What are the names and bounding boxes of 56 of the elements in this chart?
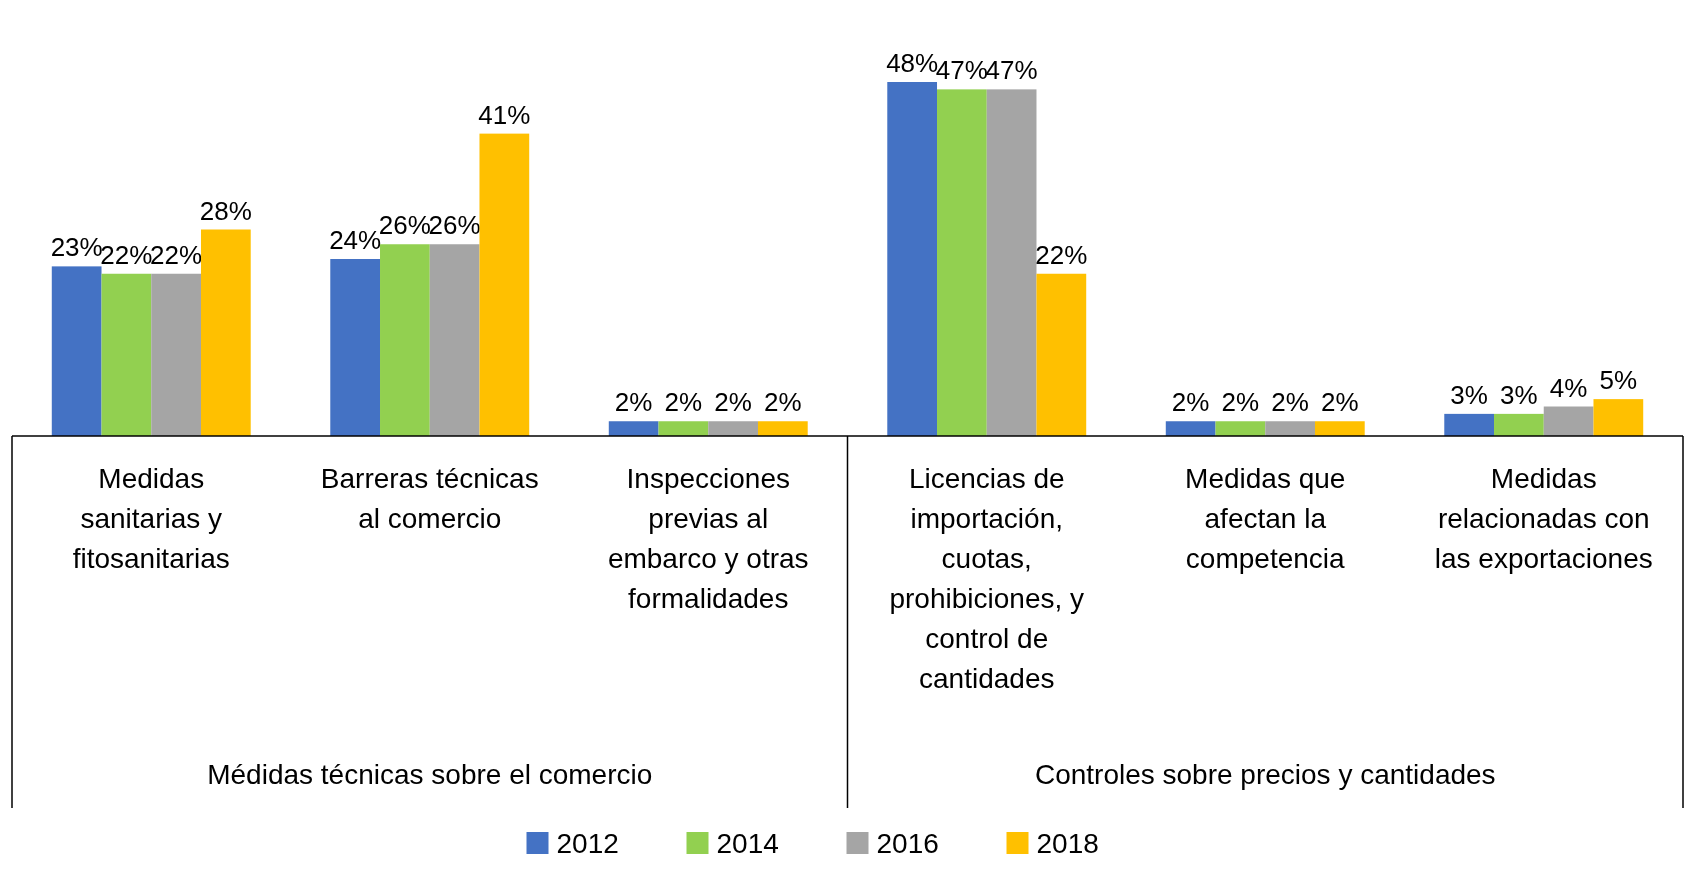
data-label: 22% bbox=[100, 239, 153, 270]
data-label: 2% bbox=[714, 387, 752, 418]
data-label: 28% bbox=[199, 195, 252, 226]
data-label: 41% bbox=[478, 99, 531, 130]
bar bbox=[937, 89, 987, 436]
bar bbox=[151, 273, 201, 436]
data-label: 3% bbox=[1500, 379, 1538, 410]
data-label: 2% bbox=[1271, 387, 1309, 418]
data-label: 22% bbox=[150, 239, 203, 270]
bar bbox=[986, 89, 1037, 436]
bar bbox=[1314, 421, 1365, 436]
data-label: 5% bbox=[1599, 365, 1638, 396]
bar bbox=[1036, 273, 1087, 436]
bar bbox=[1494, 413, 1544, 436]
data-label: 4% bbox=[1549, 372, 1588, 403]
legend-label: 2012 bbox=[556, 828, 619, 859]
bar bbox=[1265, 421, 1315, 436]
x-tick-label: Medidas que afectan la competencia bbox=[1185, 463, 1346, 574]
text: Médidas técnicas sobre el comercio bbox=[207, 759, 653, 790]
text: Controles sobre precios y cantidades bbox=[1034, 759, 1496, 790]
x-tick-label: Medidas sanitarias y fitosanitarias bbox=[72, 463, 230, 574]
legend-label: 2016 bbox=[876, 828, 939, 859]
bar bbox=[200, 229, 251, 436]
bar bbox=[658, 421, 709, 436]
bar bbox=[330, 259, 381, 436]
bar bbox=[429, 244, 480, 436]
data-label: 2% bbox=[614, 387, 653, 418]
legend-label: 2014 bbox=[716, 828, 779, 859]
bar bbox=[887, 82, 938, 436]
data-label: 22% bbox=[1035, 239, 1088, 270]
data-label: 24% bbox=[329, 225, 382, 255]
bar bbox=[1543, 406, 1594, 436]
x-tick-label: Medidas relacionadas con las exportaciones bbox=[1434, 463, 1653, 574]
x-tick-label: Barreras técnicas al comercio bbox=[320, 463, 539, 534]
bar bbox=[101, 273, 152, 436]
x-tick-label: Inspecciones previas al embarco y otras formalidades bbox=[607, 463, 809, 614]
data-label: 2% bbox=[1171, 387, 1210, 418]
legend-label: 2018 bbox=[1036, 828, 1099, 859]
data-label: 3% bbox=[1450, 379, 1488, 410]
bar bbox=[1215, 421, 1266, 436]
bar bbox=[1593, 399, 1644, 436]
x-tick-label: Licencias de importación, cuotas, prohibiciones, y control de cantidades bbox=[889, 463, 1085, 694]
data-label: 2% bbox=[1321, 387, 1359, 418]
bar bbox=[1444, 413, 1495, 436]
data-label: 2% bbox=[1221, 387, 1260, 418]
bar bbox=[757, 421, 808, 436]
data-label: 2% bbox=[764, 387, 802, 418]
bar bbox=[1165, 421, 1216, 436]
bar bbox=[708, 421, 758, 436]
bar bbox=[51, 266, 102, 436]
bar bbox=[380, 244, 430, 436]
bar bbox=[608, 421, 659, 436]
data-label: 47% bbox=[985, 55, 1038, 86]
data-label: 2% bbox=[664, 387, 703, 418]
data-label: 26% bbox=[428, 210, 481, 241]
bar bbox=[479, 133, 530, 436]
